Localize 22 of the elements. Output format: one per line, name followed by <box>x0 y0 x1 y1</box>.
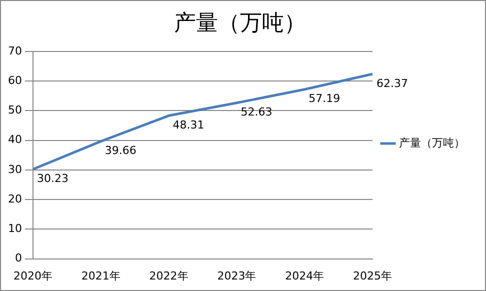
x-tick-label: 2021年 <box>81 269 120 282</box>
data-label: 39.66 <box>104 144 136 158</box>
x-tick-label: 2020年 <box>13 269 52 282</box>
data-label: 52.63 <box>240 106 272 119</box>
x-tick-label: 2024年 <box>285 269 324 282</box>
y-tick-label: 10 <box>8 222 22 236</box>
data-label: 30.23 <box>36 172 68 186</box>
y-tick-label: 50 <box>8 104 22 117</box>
x-tick-label: 2025年 <box>353 269 392 282</box>
y-tick-label: 70 <box>8 44 22 58</box>
x-tick-label: 2022年 <box>149 269 188 282</box>
x-tick-label: 2023年 <box>217 269 256 282</box>
chart-title: 产量（万吨） <box>174 10 306 36</box>
y-tick-label: 40 <box>8 133 22 146</box>
data-label: 62.37 <box>376 76 408 90</box>
y-tick-label: 60 <box>8 74 22 87</box>
y-tick-label: 20 <box>8 192 22 206</box>
data-label: 57.19 <box>308 92 340 106</box>
y-tick-label: 0 <box>14 252 22 265</box>
data-label: 48.31 <box>172 118 204 132</box>
legend-label: 产量（万吨） <box>399 136 465 150</box>
y-tick-label: 30 <box>8 162 22 176</box>
